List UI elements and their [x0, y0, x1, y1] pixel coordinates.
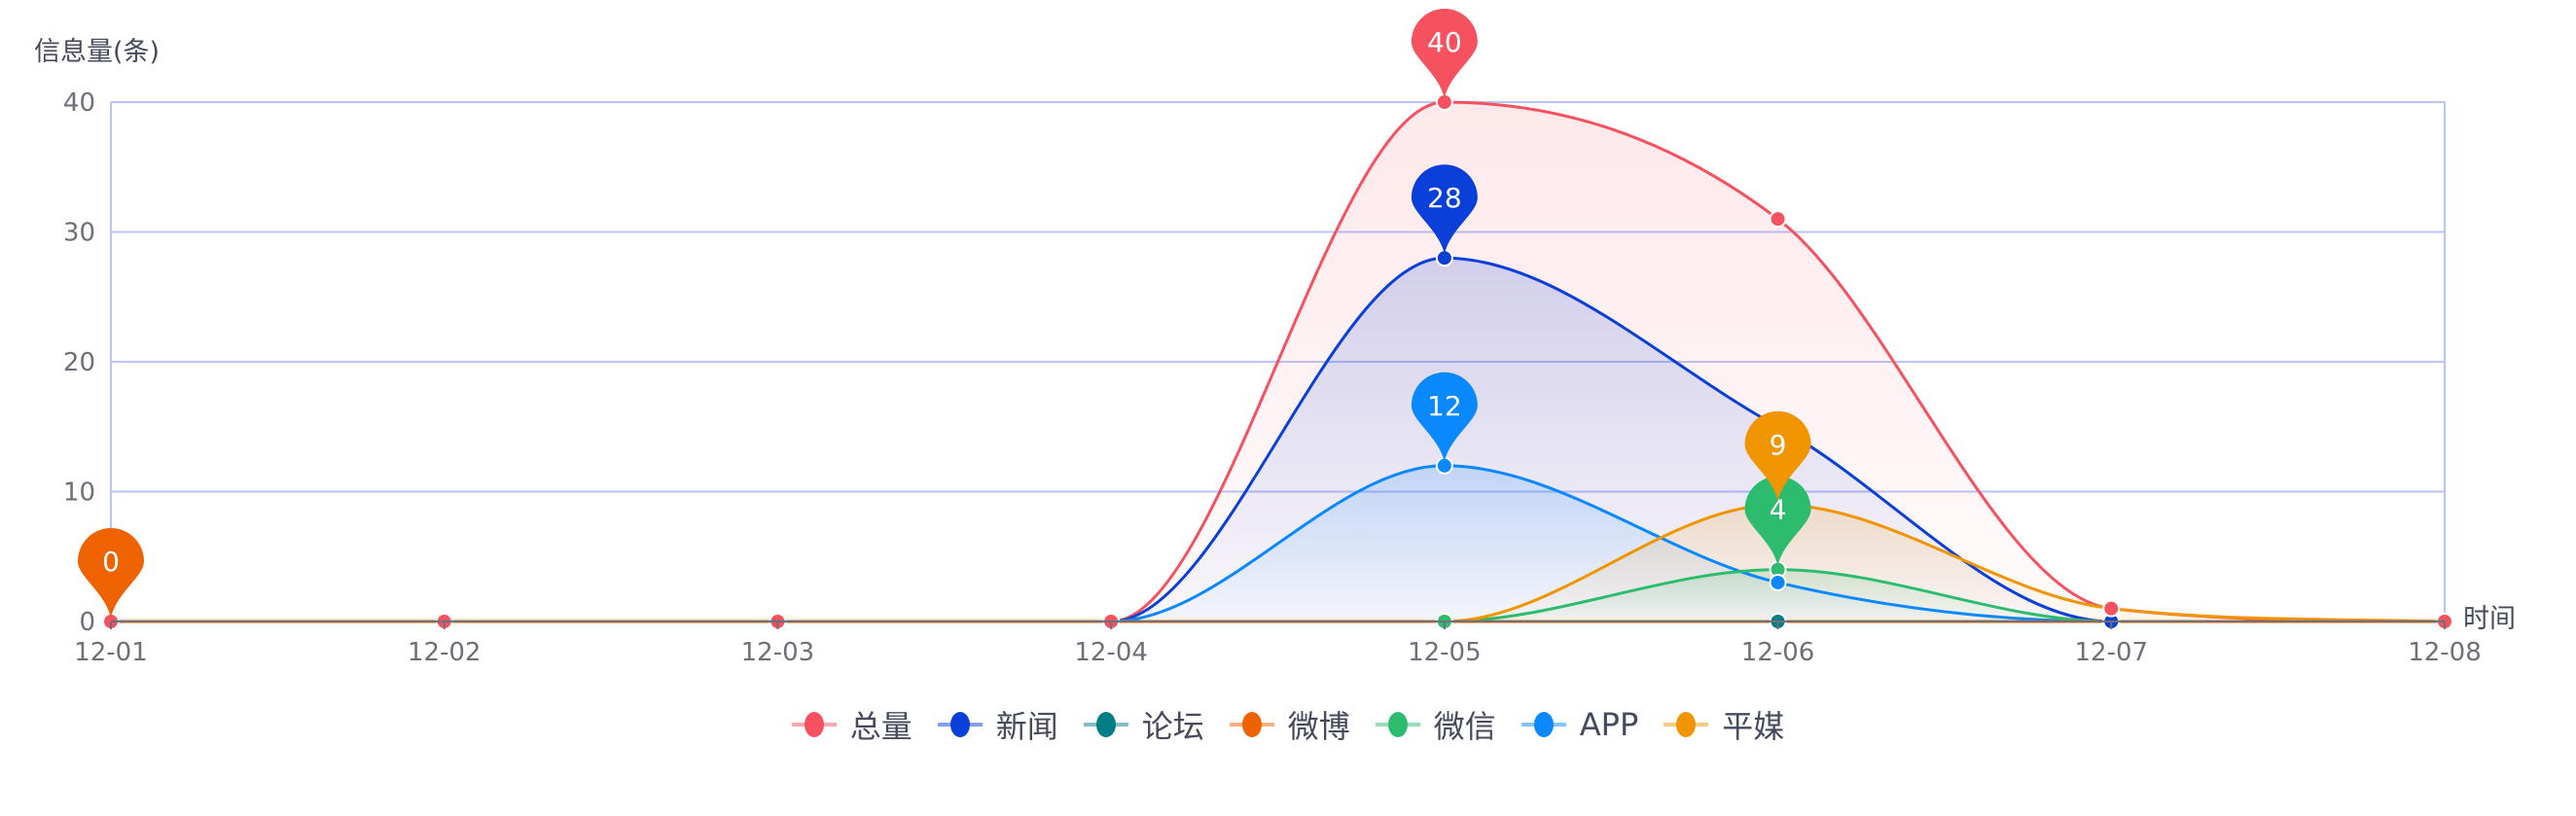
x-tick-label: 12-04: [1074, 638, 1148, 667]
max-marker-pin: [78, 527, 144, 618]
x-tick-label: 12-07: [2075, 638, 2149, 667]
y-tick-label: 30: [63, 219, 95, 248]
max-marker-label: 4: [1770, 494, 1787, 526]
legend-label: APP: [1579, 706, 1639, 743]
legend-label: 总量: [849, 708, 912, 745]
max-marker-label: 28: [1427, 182, 1462, 214]
legend-line-dot-icon: [937, 712, 983, 737]
legend-item[interactable]: APP: [1521, 702, 1638, 747]
max-marker-pin: [1411, 9, 1478, 98]
legend-line-dot-icon: [1229, 712, 1274, 737]
legend-label: 新闻: [995, 708, 1058, 745]
max-marker-pin: [1744, 410, 1811, 501]
y-tick-label: 40: [63, 89, 95, 118]
legend-line-dot-icon: [1083, 712, 1128, 737]
legend-line-dot-icon: [1375, 712, 1420, 737]
legend-label: 平媒: [1722, 708, 1785, 745]
legend-item[interactable]: 论坛: [1083, 702, 1204, 747]
max-marker-label: 40: [1427, 26, 1462, 58]
x-tick-label: 12-06: [1741, 638, 1815, 667]
legend-line-dot-icon: [1664, 712, 1709, 737]
legend-label: 微信: [1433, 708, 1496, 745]
data-point: [2102, 599, 2121, 618]
area-平媒: [111, 504, 2445, 621]
legend-item[interactable]: 新闻: [937, 702, 1058, 747]
y-tick-label: 20: [63, 348, 95, 377]
x-tick-label: 12-02: [408, 638, 482, 667]
x-axis-title: 时间: [2463, 604, 2516, 634]
legend-item[interactable]: 总量: [791, 702, 912, 747]
legend-line-dot-icon: [791, 712, 837, 737]
legend-line-dot-icon: [1521, 712, 1566, 737]
legend-item[interactable]: 平媒: [1664, 702, 1784, 747]
legend-item[interactable]: 微博: [1229, 702, 1350, 747]
legend: 总量 新闻 论坛 微博 微信 APP 平媒: [0, 702, 2576, 747]
grid-lines: [110, 101, 2446, 621]
legend-label: 论坛: [1141, 708, 1204, 745]
y-axis-title: 信息量(条): [34, 37, 160, 67]
x-tick-label: 12-08: [2408, 638, 2482, 667]
max-marker-label: 9: [1770, 429, 1787, 461]
legend-item[interactable]: 微信: [1375, 702, 1496, 747]
data-point: [1769, 210, 1787, 229]
max-marker-pin: [1744, 476, 1811, 566]
legend-label: 微博: [1287, 708, 1350, 745]
max-marker-label: 12: [1427, 390, 1462, 422]
x-tick-label: 12-01: [74, 638, 148, 667]
x-tick-label: 12-05: [1408, 638, 1482, 667]
max-marker-pin: [1411, 372, 1478, 462]
x-tick-label: 12-03: [741, 638, 815, 667]
data-point: [1769, 573, 1787, 591]
max-marker-label: 0: [102, 546, 120, 578]
max-marker-pin: [1411, 164, 1478, 255]
y-tick-label: 0: [79, 608, 95, 637]
y-tick-label: 10: [63, 479, 95, 508]
max-markers: 0 40 28 12 4 9: [78, 9, 1811, 618]
